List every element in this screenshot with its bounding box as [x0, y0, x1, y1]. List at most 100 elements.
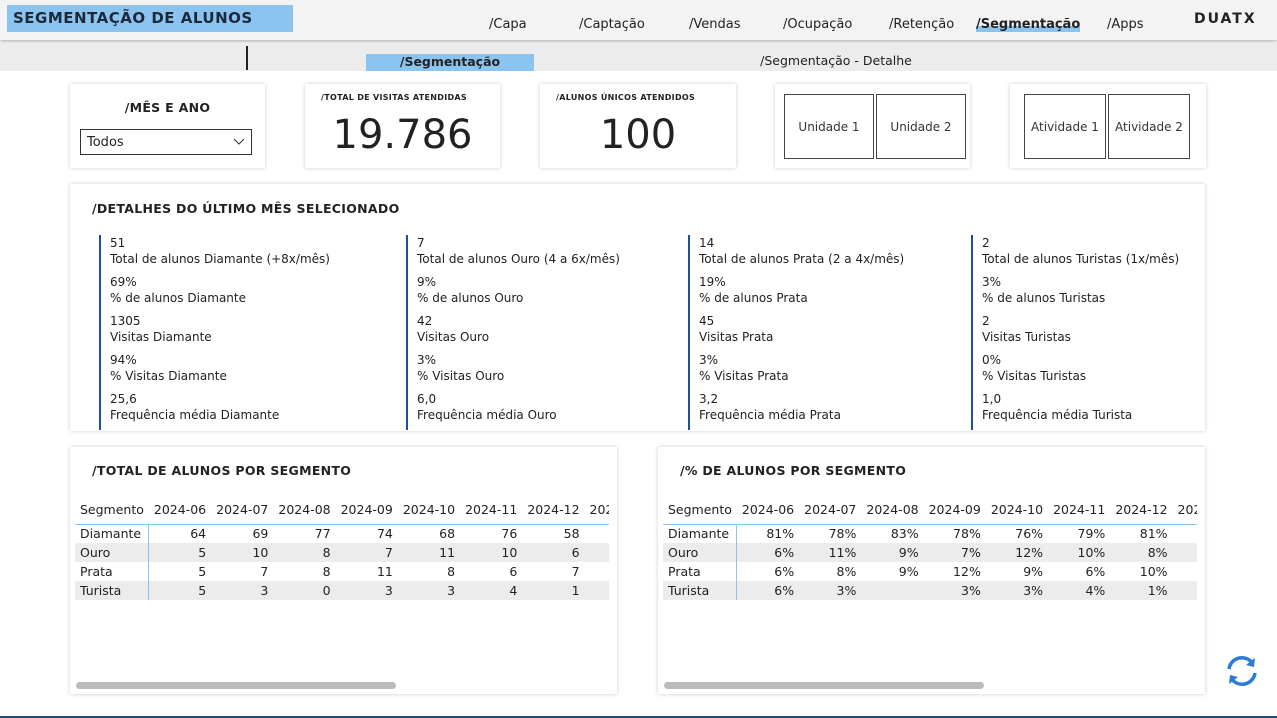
detail-item: 0% % Visitas Turistas	[982, 352, 1231, 384]
row-label: Ouro	[663, 543, 738, 562]
cell: 12%	[985, 543, 1049, 562]
kpi-label: /TOTAL DE VISITAS ATENDIDAS	[321, 93, 467, 102]
cell: 11%	[1172, 543, 1197, 562]
detail-item: 3% % Visitas Ouro	[417, 352, 666, 384]
table-wrap: Segmento 2024-06 2024-07 2024-08 2024-09 2024…	[663, 496, 1197, 608]
nav-link[interactable]: /Vendas	[689, 17, 741, 32]
cell: 9%	[1023, 564, 1044, 579]
cell: 12	[585, 562, 609, 581]
detail-label: Total de alunos Turistas (1x/mês)	[982, 252, 1180, 266]
column-header: 2024-09	[340, 502, 393, 518]
detail-value: 94%	[110, 353, 137, 367]
detail-value: 14	[699, 236, 715, 250]
activity-button[interactable]: Atividade 2	[1108, 94, 1190, 159]
cell: 64	[190, 526, 207, 542]
cell: 8	[273, 543, 336, 562]
cell: 68	[439, 526, 456, 542]
detail-value: 19%	[699, 275, 726, 289]
detail-item: 3% % Visitas Prata	[699, 352, 948, 384]
detail-label: % de alunos Turistas	[982, 291, 1106, 305]
nav-link[interactable]: /Capa	[489, 17, 527, 32]
cell: 73	[585, 524, 609, 543]
detail-label: % de alunos Prata	[699, 291, 808, 305]
cell: 6%	[736, 543, 800, 562]
nav-link[interactable]: /Ocupação	[783, 17, 853, 32]
column-header: 2024-08	[278, 502, 331, 518]
column-header: 2025-01	[589, 502, 609, 518]
cell: 11	[397, 543, 461, 562]
detail-label: Frequência média Prata	[699, 408, 841, 422]
detail-label: Visitas Diamante	[110, 330, 212, 344]
row-label: Ouro	[75, 543, 150, 562]
detail-value: 1,0	[982, 392, 1002, 406]
detail-value: 2	[982, 236, 990, 250]
detail-item: 1305 Visitas Diamante	[110, 313, 359, 345]
scrollbar[interactable]	[76, 682, 396, 689]
cell: 11	[376, 564, 393, 579]
detail-label: % Visitas Ouro	[417, 369, 505, 383]
cell: 6%	[774, 564, 795, 579]
detail-value: 42	[417, 314, 433, 328]
tab-active[interactable]: /Segmentação	[366, 54, 534, 71]
filter-card: /MÊS E ANO Todos	[70, 84, 265, 168]
header-row: Segmento 2024-06 2024-07 2024-08 2024-09 2024…	[75, 496, 609, 524]
nav-link[interactable]: /Retenção	[889, 17, 955, 32]
cell: 0	[273, 581, 336, 600]
table-body: Diamante6469777468765873Ouro510871110611…	[75, 524, 609, 600]
cell: 76	[501, 526, 518, 542]
cell: 5	[198, 564, 207, 579]
cell: 11%	[799, 543, 862, 562]
unit-button[interactable]: Unidade 1	[784, 94, 874, 159]
cell: 8	[447, 564, 456, 579]
detail-item: 42 Visitas Ouro	[417, 313, 666, 345]
cell: 5	[148, 543, 212, 562]
activity-button[interactable]: Atividade 1	[1024, 94, 1106, 159]
dropdown-value: Todos	[87, 135, 124, 150]
table-card: /% DE ALUNOS POR SEGMENTO Segmento 2024-06…	[658, 447, 1205, 694]
chevron	[233, 138, 245, 145]
detail-label: Frequência média Ouro	[417, 408, 557, 422]
column-header: 2025-01	[1177, 502, 1197, 518]
column-header: 2024-09	[928, 502, 981, 518]
table-title: /% DE ALUNOS POR SEGMENTO	[680, 463, 907, 478]
column-header: 2024-10	[990, 502, 1044, 518]
data-table: Segmento 2024-06 2024-07 2024-08 2024-09 2024…	[75, 496, 609, 600]
detail-value: 3%	[699, 353, 719, 367]
table-head: Segmento 2024-06 2024-07 2024-08 2024-09 2024…	[663, 496, 1197, 524]
cell: 3%	[923, 581, 986, 600]
cell: 10	[460, 543, 523, 562]
cell: 1	[522, 581, 585, 600]
detail-label: Total de alunos Prata (2 a 4x/mês)	[699, 252, 905, 266]
scrollbar[interactable]	[664, 682, 984, 689]
detail-label: Frequência média Diamante	[110, 408, 280, 422]
details-card: /DETALHES DO ÚLTIMO MÊS SELECIONADO 51 To…	[70, 184, 1205, 431]
table-row: Prata 6% 8% 9% 12% 9% 6% 10% 12%	[663, 562, 1197, 581]
dropdown[interactable]: Todos	[80, 129, 252, 155]
cell: 12%	[1173, 562, 1197, 581]
tab[interactable]: /Segmentação - Detalhe	[760, 53, 912, 68]
unit-button[interactable]: Unidade 2	[876, 94, 966, 159]
cell: 77	[314, 526, 331, 542]
detail-column: 14 Total de alunos Prata (2 a 4x/mês) 19%%…	[688, 235, 948, 430]
detail-item: 25,6 Frequência média Diamante	[110, 391, 359, 423]
detail-item: 19% % de alunos Prata	[699, 274, 948, 306]
nav-link[interactable]: /Apps	[1107, 17, 1144, 32]
detail-value: 3%	[982, 275, 1002, 289]
cell: 58	[563, 526, 580, 542]
cell: 3	[211, 581, 274, 600]
column-header: 2024-11	[465, 502, 518, 518]
column-header: 2024-06	[153, 502, 207, 518]
nav-link[interactable]: /Captação	[579, 17, 645, 32]
detail-column: 7 Total de alunos Ouro (4 a 6x/mês) 9% % de…	[406, 235, 666, 430]
column-header: Segmento	[80, 502, 144, 518]
detail-label: % Visitas Prata	[699, 369, 789, 383]
cell	[861, 581, 924, 600]
cell: 10%	[1139, 564, 1168, 579]
nav-link[interactable]: /Segmentação	[976, 17, 1081, 32]
detail-value: 3%	[417, 353, 437, 367]
refresh-icon[interactable]	[1224, 654, 1260, 688]
cell: 81%	[766, 526, 795, 542]
details-title: /DETALHES DO ÚLTIMO MÊS SELECIONADO	[92, 201, 400, 216]
